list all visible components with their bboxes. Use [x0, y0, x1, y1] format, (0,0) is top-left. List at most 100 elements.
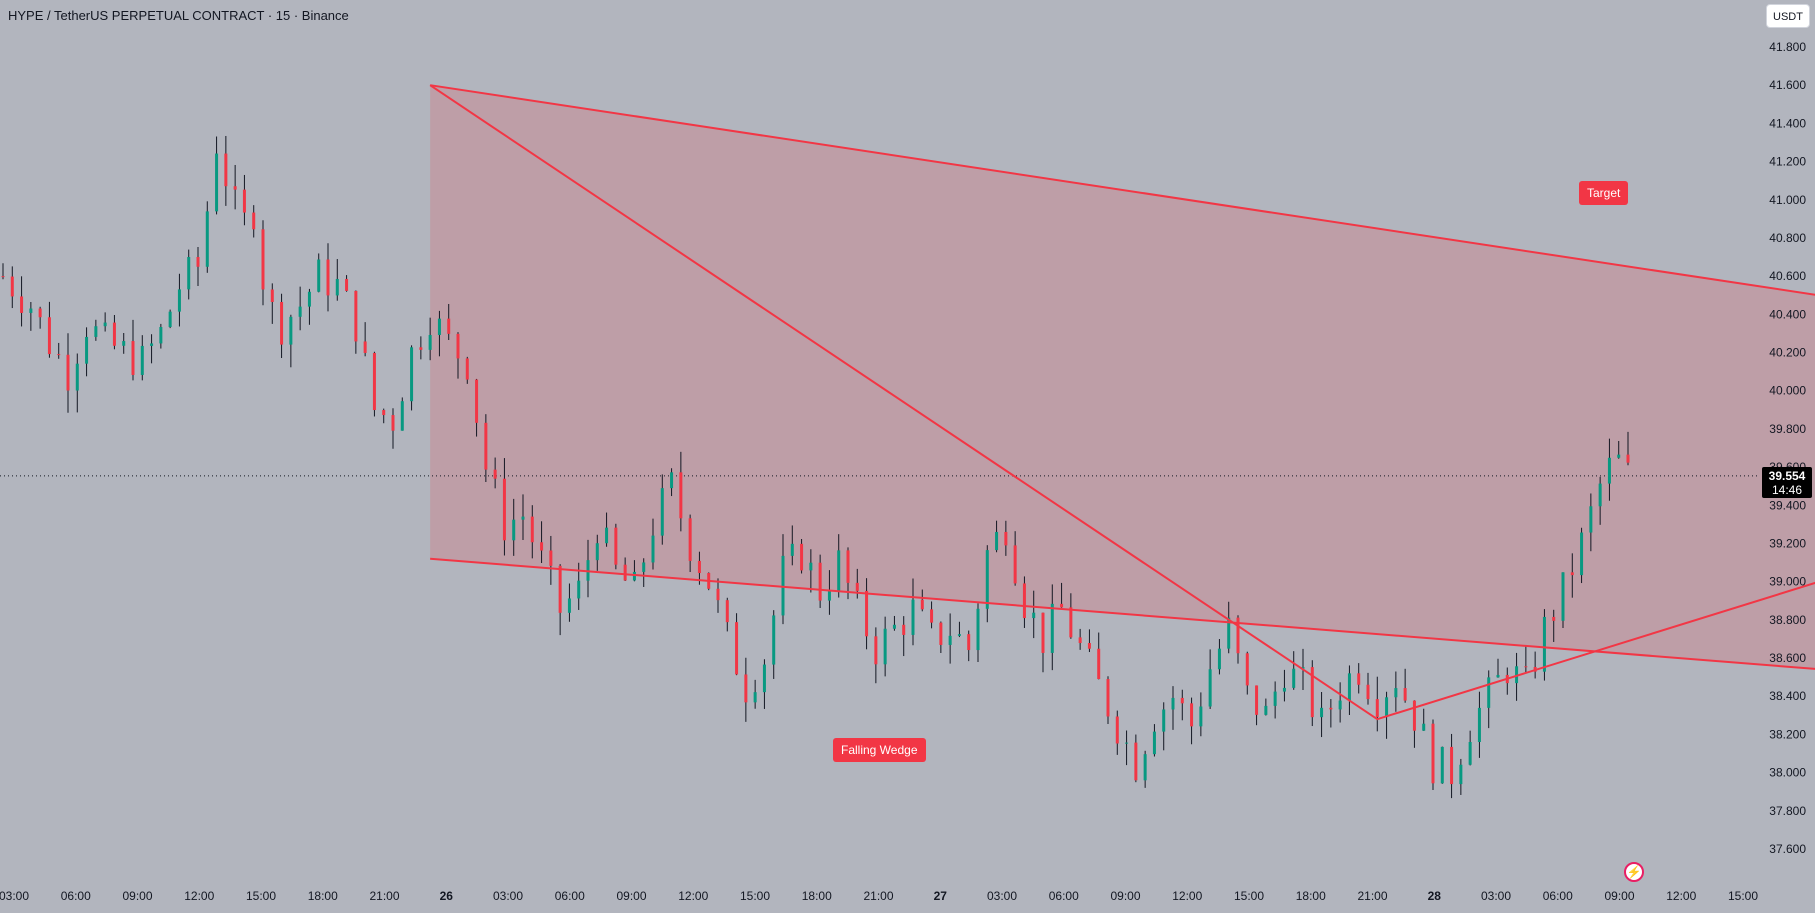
y-tick-label: 37.800	[1769, 804, 1806, 818]
candle-body	[345, 278, 349, 291]
candle-body	[1125, 742, 1129, 744]
candle-body	[372, 352, 376, 411]
candle-body	[1357, 673, 1361, 685]
candle-body	[502, 478, 506, 541]
candle-body	[1134, 742, 1138, 781]
candle-body	[1162, 709, 1166, 732]
y-tick-label: 39.000	[1769, 575, 1806, 589]
candle-body	[995, 531, 999, 551]
candle-body	[865, 590, 869, 637]
candle-body	[1199, 706, 1203, 727]
candle-body	[530, 516, 534, 543]
time-axis[interactable]: 03:00 06:00 09:00 12:00 15:00 18:00 21:00 26 03:…	[0, 889, 1758, 903]
candle-body	[289, 316, 293, 345]
candle-body	[1022, 583, 1026, 619]
candle-body	[883, 628, 887, 665]
candle-body	[772, 615, 776, 665]
y-tick-label: 38.600	[1769, 651, 1806, 665]
candle-body	[697, 560, 701, 574]
candle-body	[205, 211, 209, 267]
candle-body	[1487, 677, 1491, 708]
x-tick-label: 26	[440, 889, 454, 903]
x-tick-label: 15:00	[740, 889, 770, 903]
wedge-zigzag-line[interactable]	[429, 84, 1815, 795]
candle-body	[1264, 705, 1268, 715]
candle-body	[837, 550, 841, 592]
candle-body	[1050, 603, 1054, 653]
candle-body	[688, 518, 692, 561]
candle-body	[307, 291, 311, 307]
candle-body	[187, 257, 191, 290]
currency-button[interactable]: USDT	[1766, 4, 1810, 28]
last-price-value: 39.554	[1768, 469, 1806, 483]
candle-body	[1385, 697, 1389, 718]
wedge-fill	[430, 85, 1815, 669]
candle-body	[270, 289, 274, 302]
candle-body	[428, 334, 432, 350]
wedge-boundary-line[interactable]	[430, 557, 1815, 872]
x-tick-label: 12:00	[1666, 889, 1696, 903]
candle-body	[150, 343, 154, 346]
candle-body	[670, 472, 674, 489]
candle-body	[419, 347, 423, 350]
candle-body	[1524, 666, 1528, 668]
candle-body	[1515, 666, 1519, 684]
wedge-boundary-line[interactable]	[429, 84, 1815, 681]
candle-body	[1292, 668, 1296, 688]
y-tick-label: 37.600	[1769, 842, 1806, 856]
candle-body	[540, 542, 544, 551]
candle-body	[614, 527, 618, 565]
price-axis[interactable]: 41.800 41.600 41.400 41.200 41.000 40.800 40.6…	[1769, 40, 1806, 856]
candle-body	[939, 622, 943, 645]
candle-body	[892, 624, 896, 629]
candle-body	[20, 296, 24, 313]
candle-body	[233, 186, 237, 190]
candle-body	[1450, 746, 1454, 785]
candle-body	[456, 333, 460, 359]
candle-body	[567, 598, 571, 613]
candle-body	[632, 571, 636, 581]
x-tick-label: 18:00	[308, 889, 338, 903]
candle-body	[957, 634, 961, 636]
candle-body	[224, 153, 228, 187]
candle-body	[66, 354, 70, 391]
target-label[interactable]: Target	[1579, 181, 1629, 205]
candle-body	[605, 527, 609, 544]
candle-body	[1477, 707, 1481, 742]
falling-wedge-label[interactable]: Falling Wedge	[833, 738, 926, 762]
x-tick-label: 09:00	[1110, 889, 1140, 903]
candle-body	[85, 336, 89, 364]
y-tick-label: 38.400	[1769, 689, 1806, 703]
x-tick-label: 03:00	[1481, 889, 1511, 903]
candle-body	[1180, 697, 1184, 704]
candle-body	[1412, 700, 1416, 731]
candle-body	[1626, 454, 1630, 463]
candle-body	[1422, 723, 1426, 731]
candle-body	[753, 692, 757, 703]
y-tick-label: 39.400	[1769, 498, 1806, 512]
x-tick-label: 09:00	[1604, 889, 1634, 903]
lightning-icon[interactable]: ⚡	[1624, 862, 1644, 882]
y-tick-label: 40.200	[1769, 346, 1806, 360]
candle-body	[103, 322, 107, 327]
candle-body	[1115, 716, 1119, 744]
candle-body	[1245, 653, 1249, 686]
candle-body	[1403, 688, 1407, 701]
x-tick-label: 06:00	[61, 889, 91, 903]
candle-body	[1032, 612, 1036, 619]
candle-body	[326, 259, 330, 296]
candle-body	[985, 550, 989, 609]
candle-body	[122, 341, 126, 346]
candle-body	[38, 308, 42, 318]
y-tick-label: 38.000	[1769, 766, 1806, 780]
x-tick-label: 06:00	[1049, 889, 1079, 903]
candle-body	[298, 306, 302, 317]
candle-body	[1329, 707, 1333, 710]
y-tick-label: 40.800	[1769, 231, 1806, 245]
x-tick-label: 15:00	[246, 889, 276, 903]
candle-body	[252, 212, 256, 230]
candle-body	[280, 301, 284, 345]
candle-body	[1, 276, 5, 278]
candle-body	[1561, 572, 1565, 621]
